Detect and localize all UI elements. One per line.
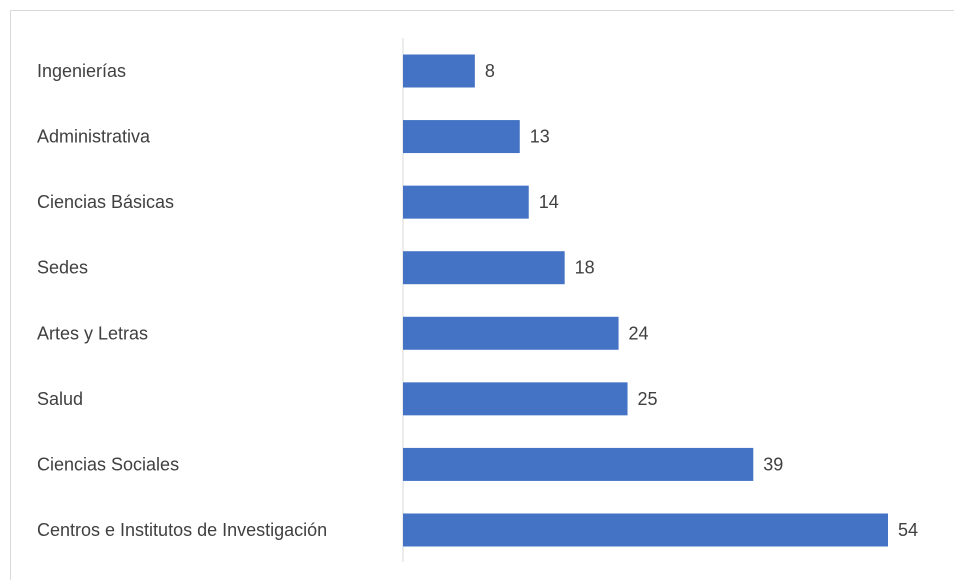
bar-value-label: 54 [898, 520, 918, 540]
category-label: Sedes [37, 258, 88, 278]
category-label: Centros e Institutos de Investigación [37, 520, 327, 540]
bar [403, 513, 888, 547]
bar-value-label: 13 [530, 127, 550, 147]
bar [403, 120, 520, 154]
bar [403, 54, 475, 88]
bar [403, 447, 754, 481]
bar [403, 382, 628, 416]
bar [403, 316, 619, 350]
chart-frame [10, 10, 954, 580]
bar-value-label: 8 [485, 61, 495, 81]
category-label: Administrativa [37, 127, 151, 147]
category-label: Ciencias Sociales [37, 454, 179, 474]
category-label: Artes y Letras [37, 323, 148, 343]
category-label: Ingenierías [37, 61, 126, 81]
bar [403, 185, 529, 219]
bar-value-label: 14 [539, 192, 559, 212]
category-label: Salud [37, 389, 83, 409]
bar-value-label: 18 [575, 258, 595, 278]
bar-value-label: 24 [629, 323, 649, 343]
bar-value-label: 25 [638, 389, 658, 409]
bar [403, 251, 565, 285]
category-label: Ciencias Básicas [37, 192, 174, 212]
bar-value-label: 39 [763, 454, 783, 474]
